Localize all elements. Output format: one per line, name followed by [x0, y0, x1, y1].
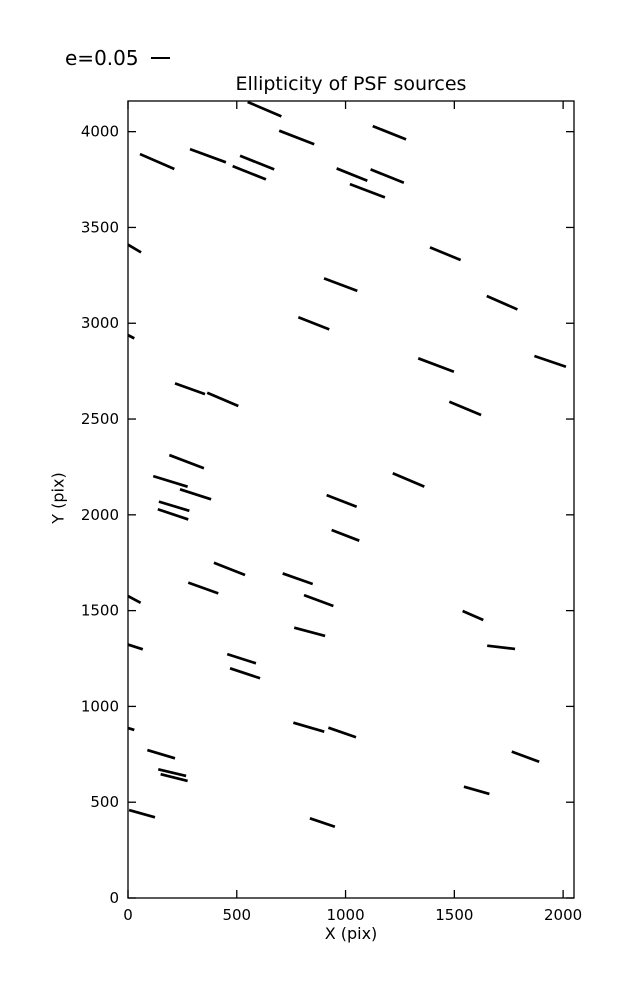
x-tick-label: 1000 [326, 906, 364, 924]
ellipticity-whisker [372, 124, 407, 141]
ellipticity-whisker [232, 164, 267, 181]
ellipticity-whisker [239, 154, 275, 171]
x-tick-label: 500 [222, 906, 251, 924]
ellipticity-whisker [370, 168, 405, 185]
legend-label: e=0.05 [65, 46, 139, 70]
y-tick-label: 2500 [81, 410, 119, 428]
ellipticity-whisker [152, 474, 189, 488]
ellipticity-whisker [417, 357, 455, 373]
y-tick-label: 1500 [81, 602, 119, 620]
legend-sample-line [150, 57, 170, 59]
ellipticity-whisker [292, 721, 325, 733]
ellipticity-whisker [448, 400, 482, 417]
ellipticity-whisker [127, 594, 142, 604]
ellipticity-whisker [511, 750, 540, 764]
ellipticity-whisker [463, 785, 490, 796]
ellipticity-whisker [226, 652, 257, 665]
ellipticity-whisker [323, 277, 358, 293]
y-tick-label: 3500 [81, 218, 119, 236]
y-tick-label: 2000 [81, 506, 119, 524]
ellipticity-whisker [127, 726, 135, 732]
x-axis-label: X (pix) [324, 924, 378, 943]
x-tick-label: 1500 [435, 906, 473, 924]
ellipticity-whisker [189, 147, 227, 164]
ellipticity-whisker [247, 100, 282, 118]
ellipticity-whisker [331, 528, 360, 542]
ellipticity-whisker [533, 354, 567, 369]
x-tick-label: 0 [123, 906, 133, 924]
ellipticity-whisker [157, 507, 189, 521]
ellipticity-whisker [297, 316, 330, 331]
ellipticity-whisker [326, 493, 358, 509]
ellipticity-whisker [486, 294, 518, 311]
ellipticity-whisker [157, 767, 187, 778]
ellipticity-whisker [303, 593, 334, 608]
ellipticity-whisker [309, 817, 336, 829]
y-tick-label: 3000 [81, 314, 119, 332]
ellipticity-whisker [139, 152, 175, 171]
axes-spines [127, 100, 575, 899]
ellipticity-whisker [174, 382, 206, 396]
ellipticity-whisker [128, 808, 156, 819]
y-tick-label: 0 [109, 889, 119, 907]
ellipticity-whisker [229, 667, 261, 680]
ellipticity-whisker [336, 167, 368, 182]
ellipticity-whisker [349, 182, 386, 199]
y-axis-label: Y (pix) [48, 472, 68, 524]
ellipticity-whisker [293, 626, 326, 638]
ellipticity-whisker [127, 243, 142, 254]
ellipticity-whisker [127, 333, 135, 340]
ellipticity-whisker [168, 453, 205, 470]
chart-title: Ellipticity of PSF sources [235, 73, 467, 95]
ellipticity-whisker [278, 129, 315, 146]
ellipticity-whisker [127, 643, 144, 651]
ellipticity-whisker [462, 609, 484, 622]
ellipticity-whisker [206, 391, 239, 408]
ellipticity-whisker [187, 581, 219, 595]
y-tick-label: 500 [90, 793, 119, 811]
ellipticity-whisker [487, 644, 516, 651]
ellipticity-whisker [160, 772, 188, 783]
ellipticity-whisker [158, 500, 190, 513]
ellipticity-whisker [327, 726, 357, 739]
x-tick-label: 2000 [544, 906, 582, 924]
ellipticity-whisker [282, 572, 314, 586]
ellipticity-whisker [213, 561, 246, 577]
y-tick-label: 1000 [81, 697, 119, 715]
ellipticity-whisker [146, 748, 176, 760]
legend: e=0.05 [65, 46, 170, 70]
ellipticity-whisker [392, 472, 425, 488]
y-tick-label: 4000 [81, 123, 119, 141]
ellipticity-whisker [429, 246, 462, 262]
ellipticity-whisker [179, 488, 212, 501]
